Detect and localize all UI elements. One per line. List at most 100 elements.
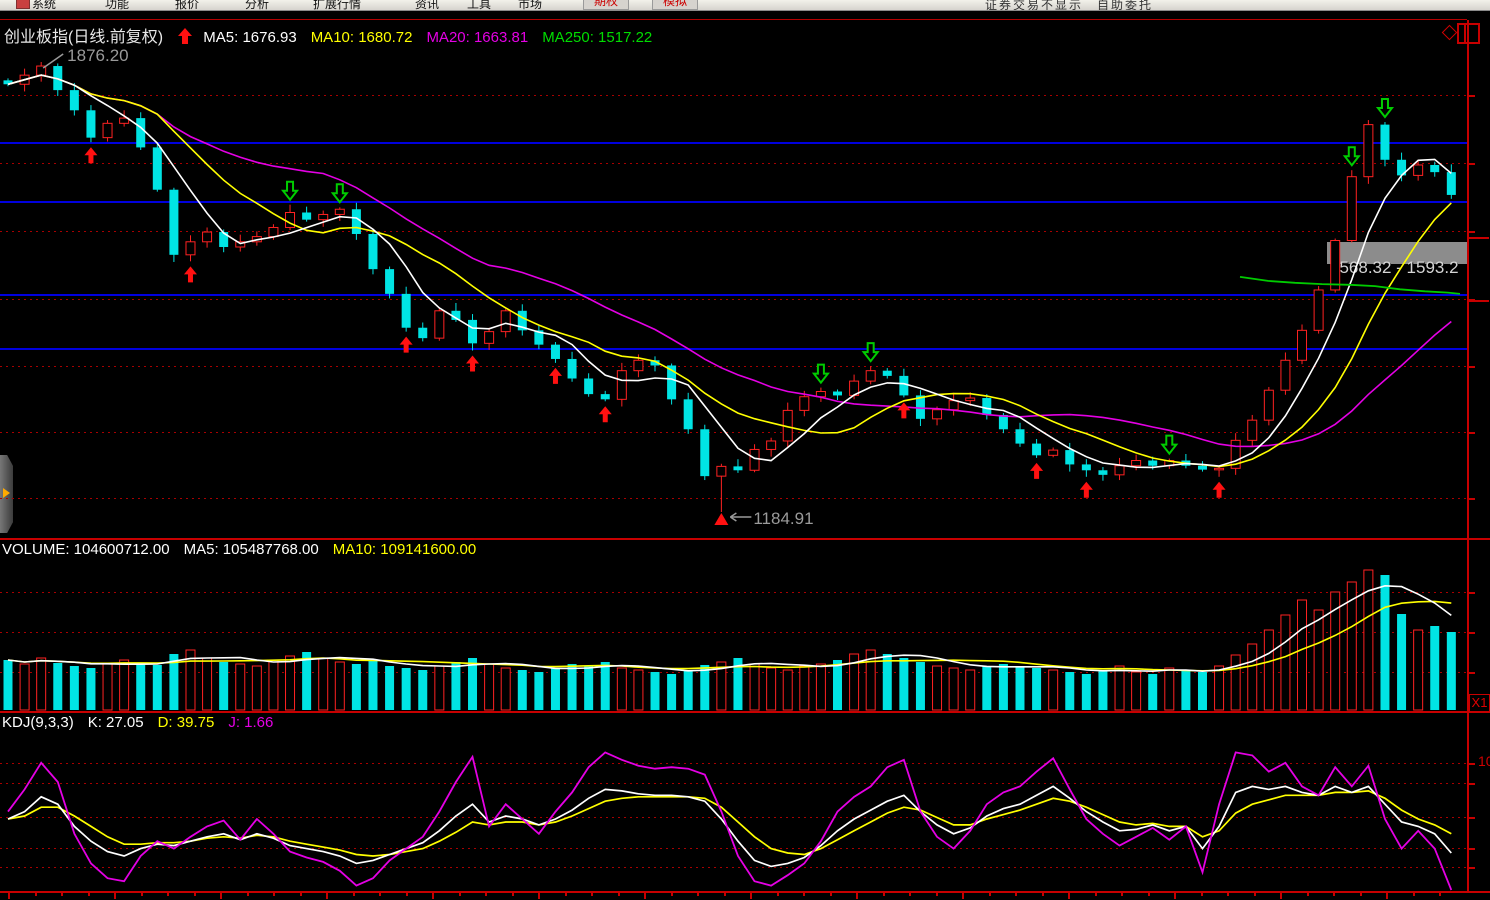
date-tick — [723, 893, 726, 896]
pane-border-top — [0, 19, 1467, 20]
grid-dotted-line — [0, 366, 1467, 367]
grid-dotted-line — [0, 592, 1467, 593]
menu-bar: 证券交易不显示 自助委托 系统 功能 报价 分析 扩展行情 资讯 工具 市场 期权 模拟 — [0, 0, 1490, 11]
date-tick — [1333, 893, 1335, 896]
grid-dotted-line — [0, 763, 1467, 764]
date-tick — [1359, 893, 1362, 896]
date-tick — [1068, 893, 1070, 899]
axis-bracket-tick — [1469, 300, 1489, 302]
grid-dotted-line — [0, 783, 1467, 784]
axis-tick — [1469, 163, 1475, 165]
menu-item-5[interactable]: 扩展行情 — [313, 0, 362, 11]
ma-value-labels: MA5: 1676.93 MA10: 1680.72 MA20: 1663.81 MA… — [203, 29, 666, 46]
volume-header: VOLUME: 104600712.00 MA5: 105487768.00 MA1… — [2, 541, 490, 558]
menu-item-8[interactable]: 市场 — [518, 0, 543, 11]
date-tick — [246, 893, 249, 896]
symbol-title: 创业板指(日线.前复权) — [4, 29, 164, 46]
menu-item-3[interactable]: 报价 — [175, 0, 200, 11]
axis-bracket-tick — [1469, 237, 1489, 239]
ma-label-3: MA20: 1663.81 — [426, 29, 529, 46]
horizontal-trendline — [0, 348, 1467, 350]
kdj-label-2: K: 27.05 — [87, 714, 144, 731]
date-tick — [776, 893, 779, 896]
ma-label-2: MA10: 1680.72 — [310, 29, 413, 46]
sidebar-expand-tab[interactable] — [0, 455, 13, 533]
date-tick — [882, 893, 885, 896]
app-icon — [16, 0, 30, 9]
date-tick — [34, 893, 37, 896]
date-tick — [829, 893, 832, 896]
axis-tick — [1469, 867, 1475, 869]
menu-item-6[interactable]: 资讯 — [415, 0, 440, 11]
horizontal-trendline — [0, 294, 1467, 296]
date-tick — [750, 893, 752, 899]
date-tick — [167, 893, 169, 896]
date-tick — [617, 893, 620, 896]
date-tick — [591, 893, 593, 896]
date-tick — [1386, 893, 1388, 899]
axis-tick — [1469, 95, 1475, 97]
kdj-header: KDJ(9,3,3) K: 27.05 D: 39.75 J: 1.66 — [2, 714, 287, 731]
date-tick — [485, 893, 487, 896]
date-tick — [1227, 893, 1229, 896]
date-tick — [405, 893, 408, 896]
grid-dotted-line — [0, 632, 1467, 633]
date-tick — [856, 893, 858, 899]
menu-hot-item-1[interactable]: 期权 — [583, 0, 630, 10]
date-tick — [564, 893, 567, 896]
grid-dotted-line — [0, 231, 1467, 232]
date-tick — [644, 893, 646, 899]
date-tick — [273, 893, 275, 896]
kdj-label-4: J: 1.66 — [228, 714, 274, 731]
date-tick — [379, 893, 381, 896]
volume-label-3: MA10: 109141600.00 — [332, 541, 477, 558]
date-tick — [1412, 893, 1415, 896]
date-tick — [803, 893, 805, 896]
grid-dotted-line — [0, 498, 1467, 499]
right-axis-line — [1467, 20, 1469, 893]
date-tick — [1094, 893, 1097, 896]
axis-tick — [1469, 366, 1475, 368]
menu-item-4[interactable]: 分析 — [245, 0, 270, 11]
grid-dotted-line — [0, 432, 1467, 433]
date-tick — [458, 893, 461, 896]
high-price-label: 1876.20 — [67, 46, 129, 65]
grid-dotted-line — [0, 163, 1467, 164]
axis-tick — [1469, 592, 1475, 594]
date-tick — [935, 893, 938, 896]
kdj-pane-border — [0, 711, 1490, 713]
axis-tick — [1469, 632, 1475, 634]
date-tick — [1280, 893, 1282, 899]
menu-item-7[interactable]: 工具 — [467, 0, 492, 11]
grid-dotted-line — [0, 299, 1467, 300]
menu-item-1[interactable]: 系统 — [32, 0, 57, 11]
axis-tick — [1469, 672, 1475, 674]
date-tick — [1147, 893, 1150, 896]
grid-dotted-line — [0, 95, 1467, 96]
menu-item-2[interactable]: 功能 — [105, 0, 130, 11]
menu-hot-item-2[interactable]: 模拟 — [652, 0, 699, 10]
menu-status-text: 证券交易不显示 自助委托 — [985, 0, 1154, 11]
axis-tick — [1469, 763, 1475, 765]
gap-annotation-box — [1327, 242, 1467, 264]
low-price-label: 1184.91 — [753, 509, 814, 528]
bottom-axis-line — [0, 891, 1490, 893]
date-tick — [962, 893, 964, 899]
gap-annotation-label: 1568.32 - 1593.2 — [1330, 258, 1459, 277]
date-tick — [432, 893, 434, 899]
grid-dotted-line — [0, 867, 1467, 868]
axis-tick — [1469, 848, 1475, 850]
axis-tick — [1469, 231, 1475, 233]
date-tick — [988, 893, 991, 896]
date-tick — [1439, 893, 1441, 896]
volume-pane-border — [0, 538, 1490, 540]
axis-tick — [1469, 432, 1475, 434]
date-tick — [1015, 893, 1017, 896]
volume-label-2: MA5: 105487768.00 — [183, 541, 319, 558]
axis-tick — [1469, 498, 1475, 500]
volume-label-1: VOLUME: 104600712.00 — [2, 541, 170, 558]
